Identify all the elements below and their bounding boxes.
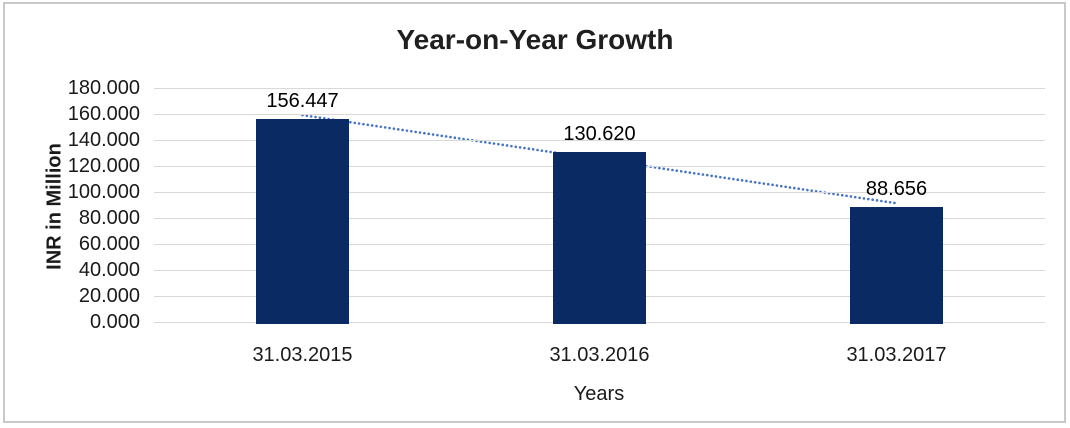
data-label: 156.447: [266, 89, 339, 112]
data-label: 130.620: [563, 123, 636, 146]
data-label: 88.656: [865, 177, 928, 200]
y-tick-label: 0.000: [89, 311, 140, 333]
y-tick-label: 140.000: [67, 129, 140, 151]
y-tick-label: 160.000: [67, 103, 140, 125]
bar-31.03.2015: [256, 118, 349, 324]
y-tick-label: 120.000: [67, 155, 140, 177]
gridline: [154, 140, 1045, 141]
x-tick-label: 31.03.2015: [252, 344, 353, 366]
y-tick-label: 100.000: [67, 181, 140, 203]
gridline: [154, 114, 1045, 115]
bar-31.03.2017: [850, 206, 943, 324]
y-tick-label: 20.000: [78, 285, 140, 307]
y-tick-label: 60.000: [78, 233, 140, 255]
y-tick-label: 40.000: [78, 259, 140, 281]
y-tick-label: 180.000: [67, 77, 140, 99]
gridline: [154, 88, 1045, 89]
y-tick-label: 80.000: [78, 207, 140, 229]
x-tick-label: 31.03.2016: [549, 344, 650, 366]
x-tick-label: 31.03.2017: [846, 344, 947, 366]
x-axis-title: Years: [573, 383, 625, 405]
chart-title: Year-on-Year Growth: [396, 24, 674, 55]
bar-31.03.2016: [553, 152, 646, 324]
plot-area: [154, 88, 1045, 324]
